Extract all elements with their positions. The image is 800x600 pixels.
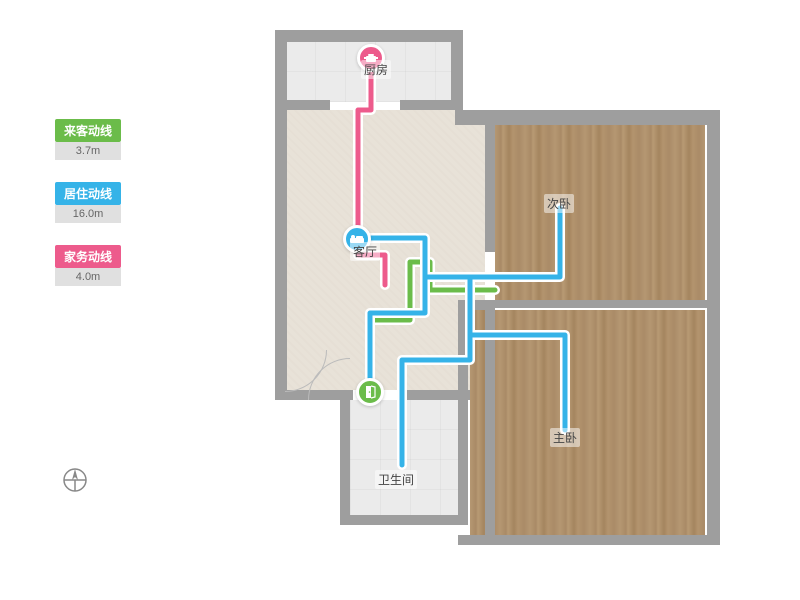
- legend-label: 家务动线: [55, 245, 121, 268]
- wall: [275, 30, 287, 400]
- wall: [485, 120, 495, 252]
- wall: [275, 100, 330, 110]
- label-kitchen: 厨房: [361, 60, 391, 79]
- wall: [340, 390, 350, 525]
- room-living: [285, 110, 485, 390]
- legend: 来客动线 3.7m 居住动线 16.0m 家务动线 4.0m: [55, 119, 121, 308]
- legend-item-chore: 家务动线 4.0m: [55, 245, 121, 286]
- legend-item-guest: 来客动线 3.7m: [55, 119, 121, 160]
- wall: [495, 300, 708, 308]
- legend-label: 来客动线: [55, 119, 121, 142]
- room-bed1: [470, 310, 705, 535]
- room-bath: [350, 400, 460, 515]
- wall: [458, 390, 468, 525]
- wall: [707, 110, 720, 545]
- legend-value: 4.0m: [55, 268, 121, 286]
- wall: [485, 300, 495, 545]
- legend-label: 居住动线: [55, 182, 121, 205]
- wall: [458, 300, 468, 400]
- wall: [275, 30, 463, 42]
- label-bath: 卫生间: [375, 470, 417, 489]
- compass-icon: [62, 467, 88, 493]
- floorplan: 厨房 客厅 次卧 主卧 卫生间: [250, 30, 750, 570]
- label-bed2: 次卧: [544, 194, 574, 213]
- wall: [458, 535, 718, 545]
- wall: [400, 100, 463, 110]
- door-icon: [356, 378, 384, 406]
- wall: [340, 515, 468, 525]
- legend-item-living: 居住动线 16.0m: [55, 182, 121, 223]
- legend-value: 16.0m: [55, 205, 121, 223]
- label-bed1: 主卧: [550, 428, 580, 447]
- room-bed2: [495, 125, 705, 300]
- label-living: 客厅: [350, 242, 380, 261]
- legend-value: 3.7m: [55, 142, 121, 160]
- wall: [451, 30, 463, 110]
